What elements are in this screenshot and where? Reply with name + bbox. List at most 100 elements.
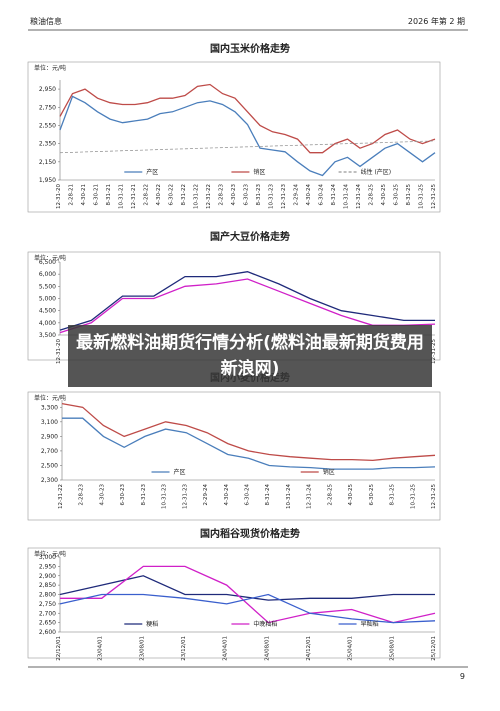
y-tick-label: 6,000	[39, 271, 56, 278]
x-tick-label: 23/04/01	[98, 636, 104, 661]
x-tick-label: 6-30-23	[244, 184, 250, 206]
x-tick-label: 2-28-21	[69, 184, 75, 205]
x-tick-label: 8-31-23	[141, 484, 147, 506]
chart-frame	[27, 391, 441, 521]
x-tick-label: 10-31-24	[286, 484, 292, 509]
legend-label: 销区	[253, 168, 265, 176]
series-line	[59, 95, 436, 177]
chart-frame	[27, 547, 441, 659]
header-right: 2026 年第 2 期	[408, 16, 465, 26]
header-left: 粮油信息	[30, 16, 62, 26]
x-tick-label: 2-28-25	[369, 184, 375, 206]
x-tick-label: 6-30-25	[369, 484, 375, 506]
x-tick-label: 12-31-24	[307, 484, 313, 509]
series-line	[59, 83, 436, 154]
x-tick-label: 4-30-21	[81, 184, 87, 205]
y-tick-label: 2,700	[39, 610, 56, 617]
y-tick-label: 3,100	[41, 419, 58, 426]
chart-title: 国产大豆价格走势	[210, 230, 290, 243]
x-tick-label: 8-31-25	[406, 184, 412, 206]
y-tick-label: 4,500	[39, 308, 56, 315]
unit-label: 单位：元/吨	[34, 64, 66, 72]
x-tick-label: 2-29-24	[203, 484, 209, 506]
x-tick-label: 4-30-23	[99, 484, 105, 506]
x-tick-label: 8-31-24	[331, 184, 337, 206]
series-line	[62, 417, 436, 470]
chart-title: 国内玉米价格走势	[210, 42, 290, 55]
y-tick-label: 2,500	[41, 462, 58, 469]
x-tick-label: 22/12/01	[56, 636, 62, 661]
legend-label: 线性 (产区)	[361, 168, 392, 176]
x-tick-label: 23/12/01	[181, 636, 187, 661]
y-tick-label: 3,000	[39, 554, 56, 561]
x-tick-label: 25/04/01	[348, 636, 354, 661]
x-tick-label: 8-31-25	[390, 484, 396, 506]
x-tick-label: 8-31-22	[181, 184, 187, 205]
legend-label: 早籼稻	[361, 620, 379, 628]
y-tick-label: 1,950	[39, 177, 56, 184]
x-tick-label: 23/08/01	[139, 636, 145, 661]
y-tick-label: 2,300	[41, 477, 58, 484]
x-tick-label: 12-31-21	[131, 184, 137, 209]
x-tick-label: 12-31-22	[58, 484, 64, 509]
series-line	[59, 271, 435, 331]
x-tick-label: 10-31-25	[410, 484, 416, 509]
x-tick-label: 12-31-25	[431, 339, 437, 364]
x-tick-label: 2-28-25	[327, 484, 333, 506]
x-tick-label: 2-28-23	[79, 484, 85, 506]
x-tick-label: 10-31-22	[194, 184, 200, 209]
y-tick-label: 2,750	[39, 601, 56, 608]
x-tick-label: 12-31-23	[182, 484, 188, 509]
y-tick-label: 2,750	[39, 104, 56, 111]
x-tick-label: 6-30-25	[394, 184, 400, 206]
y-tick-label: 2,550	[39, 122, 56, 129]
x-tick-label: 4-30-24	[224, 484, 230, 506]
x-tick-label: 6-30-24	[245, 484, 251, 506]
series-line	[59, 575, 435, 601]
x-tick-label: 12-31-25	[431, 184, 437, 209]
unit-label: 单位：元/吨	[34, 550, 66, 558]
y-tick-label: 2,700	[41, 448, 58, 455]
x-tick-label: 24/08/01	[264, 636, 270, 661]
unit-label: 单位：元/吨	[34, 254, 66, 262]
y-tick-label: 5,500	[39, 283, 56, 290]
legend-label: 中晚籼稻	[253, 620, 277, 628]
x-tick-label: 4-30-22	[156, 184, 162, 205]
x-tick-label: 8-31-24	[265, 484, 271, 506]
y-tick-label: 2,900	[41, 433, 58, 440]
series-line	[61, 402, 436, 462]
x-tick-label: 4-30-23	[231, 184, 237, 206]
x-tick-label: 4-30-25	[348, 484, 354, 506]
x-tick-label: 12-31-23	[281, 184, 287, 209]
legend-label: 销区	[323, 468, 335, 476]
x-tick-label: 10-31-25	[419, 184, 425, 209]
x-tick-label: 4-30-25	[381, 184, 387, 206]
y-tick-label: 2,600	[39, 629, 56, 636]
x-tick-label: 2-28-23	[219, 184, 225, 206]
chart-frame	[27, 61, 441, 213]
chart-title: 国内稻谷现货价格走势	[200, 527, 300, 540]
x-tick-label: 10-31-23	[162, 484, 168, 509]
x-tick-label: 12-31-25	[431, 484, 437, 509]
legend-label: 粳稻	[146, 620, 158, 628]
x-tick-label: 12-31-20	[56, 339, 62, 364]
x-tick-label: 6-30-23	[120, 484, 126, 506]
x-tick-label: 2-28-22	[144, 184, 150, 205]
x-tick-label: 8-31-21	[106, 184, 112, 205]
page-number: 9	[460, 672, 465, 681]
legend-label: 产区	[174, 468, 186, 476]
x-tick-label: 4-30-24	[306, 184, 312, 206]
x-tick-label: 24/12/01	[306, 636, 312, 661]
x-tick-label: 24/04/01	[223, 636, 229, 661]
y-tick-label: 2,950	[39, 86, 56, 93]
x-tick-label: 6-30-22	[169, 184, 175, 205]
y-tick-label: 3,300	[41, 404, 58, 411]
series-line	[59, 593, 436, 624]
x-tick-label: 2-29-24	[294, 184, 300, 206]
y-tick-label: 4,000	[39, 320, 56, 327]
overlay-title: 最新燃料油期货行情分析(燃料油最新期货费用新浪网)	[68, 325, 432, 387]
y-tick-label: 2,900	[39, 573, 56, 580]
unit-label: 单位：元/吨	[34, 394, 66, 402]
x-tick-label: 10-31-24	[344, 184, 350, 209]
